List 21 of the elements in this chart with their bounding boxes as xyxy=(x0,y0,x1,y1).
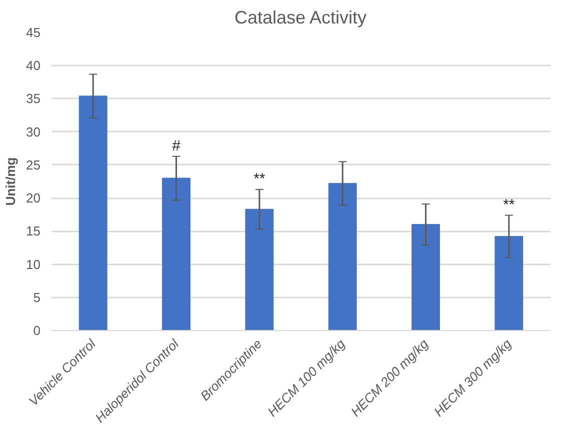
y-tick-label: 30 xyxy=(26,124,41,140)
y-tick-label: 10 xyxy=(26,256,41,272)
y-tick-label: 5 xyxy=(33,290,41,305)
y-tick-label: 25 xyxy=(26,157,41,172)
annotation: ** xyxy=(503,196,515,214)
chart-title: Catalase Activity xyxy=(234,8,367,28)
y-tick-label: 15 xyxy=(26,224,41,239)
y-tick-label: 40 xyxy=(26,58,41,74)
y-tick-label: 45 xyxy=(26,25,41,40)
y-tick-label: 35 xyxy=(26,91,41,106)
bar xyxy=(78,96,108,330)
annotation: ** xyxy=(254,170,266,188)
y-axis-title: Unit/mg xyxy=(3,157,18,206)
bar xyxy=(494,236,524,330)
y-tick-label: 0 xyxy=(33,323,41,338)
y-tick-label: 20 xyxy=(26,190,41,206)
bar xyxy=(162,178,190,330)
bar xyxy=(245,208,274,330)
bar xyxy=(328,182,357,330)
bar xyxy=(412,224,440,330)
annotation: # xyxy=(172,137,182,154)
